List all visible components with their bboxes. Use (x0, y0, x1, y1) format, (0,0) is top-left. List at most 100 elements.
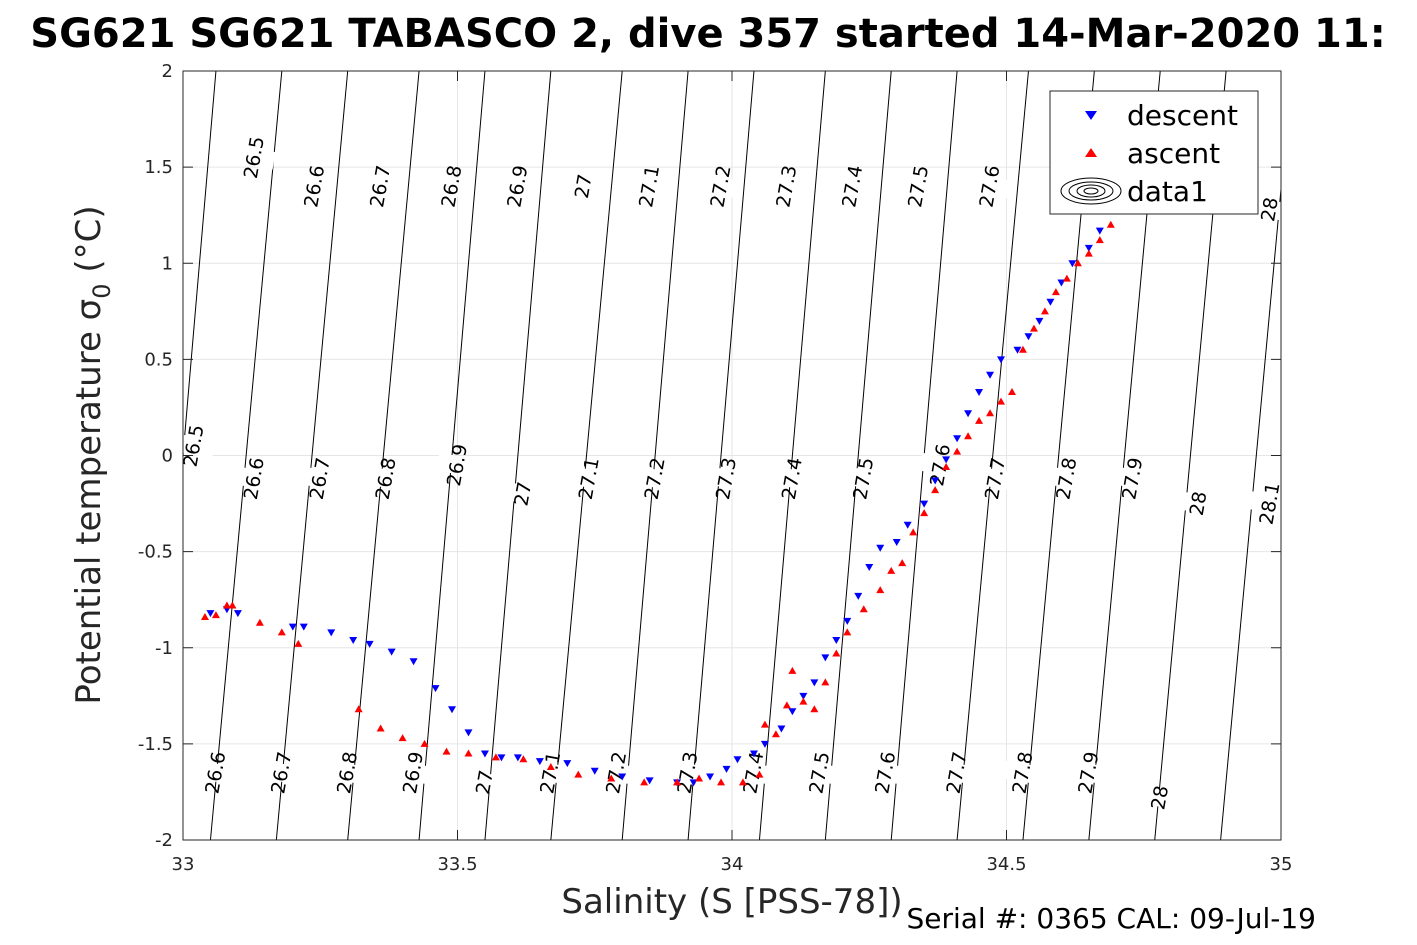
descent-point (821, 654, 830, 662)
legend-descent-marker (1085, 111, 1097, 120)
x-tick-label: 34.5 (986, 854, 1026, 875)
isopycnal-label: 27 (510, 480, 536, 508)
isopycnal-label-bg (771, 466, 814, 491)
descent-point (997, 356, 1006, 364)
ascent-point (211, 611, 220, 619)
descent-point (964, 410, 973, 418)
isopycnal-label-bg (562, 174, 606, 199)
descent-point (299, 623, 308, 631)
isopycnal-label: 27 (571, 173, 597, 201)
isopycnal-label-bg (1067, 760, 1111, 786)
descent-point (749, 750, 758, 758)
x-tick-label: 33 (172, 854, 195, 875)
descent-point (892, 539, 901, 547)
descent-point (706, 773, 715, 781)
descent-point (854, 592, 863, 600)
descent-point (920, 500, 929, 508)
ascent-point (695, 774, 704, 782)
ascent-point (810, 705, 819, 713)
ascent-point (1029, 324, 1038, 332)
isopycnal-label-bg (628, 174, 671, 199)
ascent-point (640, 778, 649, 786)
ascent-point (200, 612, 209, 620)
descent-point (1013, 346, 1022, 354)
isopycnal-label-bg (392, 760, 435, 786)
ascent-point (986, 409, 995, 417)
isopycnal-label-bg (1001, 760, 1045, 786)
descent-point (513, 754, 522, 762)
ascent-point (398, 734, 407, 742)
descent-point (799, 692, 808, 700)
legend: descent ascent data1 (1049, 90, 1259, 215)
isopycnal-label-bg (974, 466, 1017, 491)
isopycnal-line (687, 71, 755, 840)
descent-point (942, 456, 951, 464)
isopycnal-label-bg (194, 760, 238, 786)
isopycnal-label-bg (732, 760, 776, 786)
descent-point (931, 477, 940, 485)
descent-point (1046, 298, 1055, 306)
descent-point (349, 637, 358, 645)
ascent-point (277, 628, 286, 636)
isopycnal-line (758, 71, 826, 840)
data-points (200, 198, 1137, 787)
y-axis-label-unit: (°C) (69, 205, 109, 283)
isopycnal-line (621, 71, 689, 840)
legend-descent-label: descent (1127, 99, 1238, 132)
isopycnal-line (484, 71, 552, 840)
isopycnal-label-bg (1138, 785, 1182, 811)
descent-point (206, 610, 215, 618)
descent-point (1084, 244, 1093, 252)
serial-cal-text: Serial #: 0365 CAL: 09-Jul-19 (906, 902, 1316, 935)
ascent-point (799, 697, 808, 705)
ascent-point (738, 778, 747, 786)
y-tick-label: 1.5 (144, 157, 173, 178)
ascent-point (673, 778, 682, 786)
y-axis-label-subscript: 0 (88, 283, 116, 298)
descent-point (722, 765, 731, 773)
ascent-point (519, 755, 528, 763)
descent-point (788, 708, 797, 716)
descent-point (590, 767, 599, 775)
ascent-point (887, 566, 896, 574)
x-tick-label: 34 (721, 854, 744, 875)
descent-point (843, 617, 852, 625)
descent-point (1024, 333, 1033, 341)
descent-point (431, 685, 440, 693)
isopycnal-label-bg (798, 760, 842, 786)
y-tick-label: 0.5 (144, 349, 173, 370)
isopycnal-label-bg (502, 481, 545, 507)
isopycnal-label-bg (595, 760, 638, 786)
descent-point (1035, 317, 1044, 325)
descent-point (645, 777, 654, 785)
descent-point (448, 706, 457, 714)
descent-point (1095, 227, 1104, 235)
descent-point (865, 564, 874, 572)
ascent-point (491, 753, 500, 761)
descent-point (777, 725, 786, 733)
ascent-point (997, 397, 1006, 405)
isopycnal-label-bg (233, 145, 276, 170)
isopycnal-label-bg (529, 760, 573, 786)
y-axis-label-main: Potential temperature σ (69, 299, 109, 705)
ascent-point (942, 463, 951, 471)
ascent-point (755, 770, 764, 778)
ascent-point (760, 720, 769, 728)
isopycnal-label-bg (293, 174, 337, 199)
isopycnal-label-bg (326, 760, 369, 786)
isopycnal-line (550, 71, 623, 840)
isopycnal-label-bg (260, 760, 304, 786)
descent-point (618, 773, 627, 781)
ascent-point (1095, 236, 1104, 244)
y-tick-label: -1.5 (138, 734, 173, 755)
isopycnal-label: 27 (472, 769, 498, 797)
ascent-point (255, 618, 264, 626)
ascent-point (909, 528, 918, 536)
axis-ticks: 33 33.5 34 34.5 35 -2 -1.5 -1 -0.5 0 0.5 1 1.5 2 (138, 61, 1293, 875)
descent-point (365, 640, 374, 648)
descent-point (760, 740, 769, 748)
isopycnal-line (275, 71, 349, 840)
isopycnal-label: 28 (1147, 784, 1173, 812)
isopycnal-label-bg (897, 174, 940, 199)
descent-point (535, 758, 544, 766)
